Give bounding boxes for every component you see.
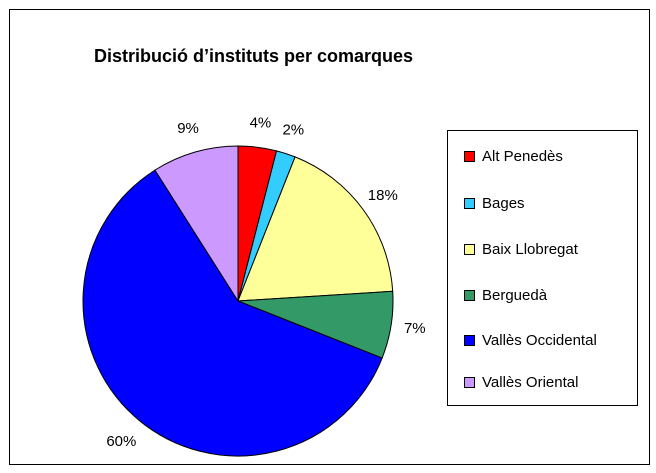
legend-swatch <box>464 335 475 346</box>
legend-label: Bages <box>482 195 525 212</box>
legend-label: Baix Llobregat <box>482 241 579 258</box>
pie-slice <box>237 156 394 302</box>
legend-label: Berguedà <box>482 287 548 304</box>
data-label: 18% <box>368 187 398 204</box>
legend-label: Vallès Occidental <box>482 332 597 349</box>
data-label: 7% <box>404 320 426 337</box>
legend-swatch <box>464 244 475 255</box>
data-label: 4% <box>250 114 272 131</box>
legend-box <box>447 130 638 406</box>
legend-label: Vallès Oriental <box>482 374 578 391</box>
data-label: 60% <box>106 433 136 450</box>
data-label: 2% <box>282 122 304 139</box>
pie-slice <box>82 169 383 457</box>
data-label: 9% <box>177 120 199 137</box>
pie-slice <box>154 145 239 303</box>
legend-swatch <box>464 377 475 388</box>
legend-swatch <box>464 151 475 162</box>
chart-title: Distribució d’instituts per comarques <box>94 46 413 66</box>
legend-label: Alt Penedès <box>482 148 563 165</box>
legend-swatch <box>464 198 475 209</box>
legend-swatch <box>464 290 475 301</box>
